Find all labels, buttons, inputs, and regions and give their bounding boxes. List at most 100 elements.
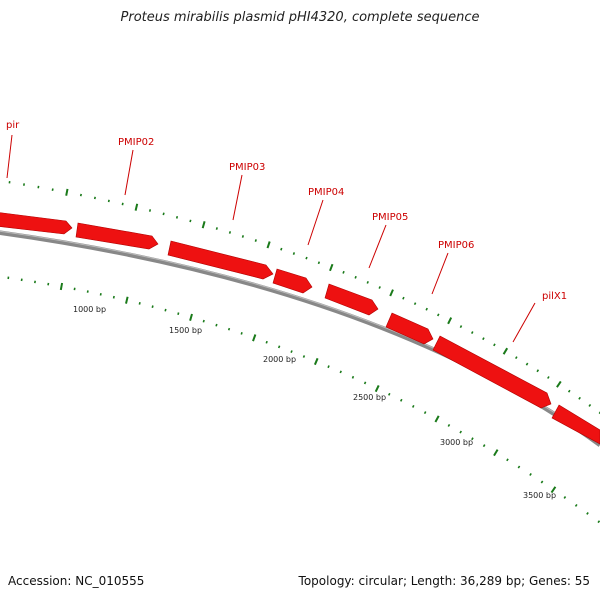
outer-tick <box>107 199 110 203</box>
outer-tick <box>201 221 206 229</box>
gene-label-pmip02: PMIP02 <box>118 137 154 148</box>
bp-label-2500: 2500 bp <box>353 393 386 402</box>
inner-tick <box>240 332 243 335</box>
gene-label-pir: pir <box>6 120 20 131</box>
outer-tick <box>556 380 562 388</box>
gene-arrows <box>0 212 600 445</box>
outer-tick <box>342 270 345 274</box>
inner-tick <box>574 503 578 507</box>
inner-tick <box>99 293 102 296</box>
inner-tick <box>164 308 167 312</box>
outer-tick <box>525 362 529 366</box>
outer-tick <box>567 389 571 393</box>
inner-tick <box>86 290 89 293</box>
outer-tick <box>366 280 369 284</box>
outer-tick <box>162 212 165 216</box>
gene-arrow-pmip04[interactable] <box>272 268 313 294</box>
bp-label-2000: 2000 bp <box>263 355 296 364</box>
inner-tick <box>47 282 50 286</box>
gene-arrow-next[interactable] <box>551 404 600 445</box>
bp-label-3500: 3500 bp <box>523 491 556 500</box>
inner-tick <box>482 444 486 448</box>
inner-tick <box>529 472 532 476</box>
inner-tick <box>517 465 521 469</box>
outer-tick <box>134 203 139 211</box>
inner-tick <box>339 370 342 374</box>
gene-label-pmip03: PMIP03 <box>229 162 265 173</box>
inner-tick <box>227 327 231 331</box>
outer-tick <box>436 313 440 317</box>
outer-tick <box>215 227 218 230</box>
inner-tick <box>138 302 141 305</box>
inner-tick <box>447 424 451 427</box>
gene-arrow-pir[interactable] <box>0 212 73 235</box>
inner-tick <box>471 437 474 441</box>
outer-tick-ring <box>8 180 600 415</box>
outer-tick <box>329 263 334 272</box>
inner-tick <box>313 357 319 366</box>
inner-tick <box>550 486 557 494</box>
inner-tick <box>423 411 427 415</box>
outer-tick <box>305 256 308 260</box>
inner-tick <box>290 350 293 354</box>
inner-tick <box>411 404 415 408</box>
inner-tick <box>506 458 509 462</box>
inner-tick <box>215 323 218 327</box>
inner-tick <box>351 375 355 379</box>
outer-tick <box>493 343 496 347</box>
outer-tick <box>254 239 257 242</box>
gene-arrow-pmip03[interactable] <box>167 240 274 280</box>
inner-tick <box>374 384 380 393</box>
inner-tick <box>277 345 281 349</box>
outer-tick <box>459 325 463 329</box>
outer-tick <box>536 369 540 373</box>
gene-arrow-pmip02[interactable] <box>75 222 159 250</box>
gene-arrow-pmip05[interactable] <box>324 283 379 316</box>
gene-arrow-pmip06[interactable] <box>385 312 434 345</box>
outer-tick <box>79 193 82 197</box>
outer-tick <box>121 202 124 206</box>
gene-label-pmip06: PMIP06 <box>438 240 474 251</box>
inner-tick <box>327 365 330 369</box>
outer-tick <box>241 235 245 238</box>
accession-text: Accession: NC_010555 <box>8 574 145 588</box>
outer-tick <box>578 396 581 400</box>
gene-labels: pir PMIP02 PMIP03 PMIP04 PMIP05 PMIP06 p… <box>6 120 567 302</box>
outer-tick <box>317 261 321 265</box>
inner-tick <box>151 305 154 309</box>
inner-tick <box>540 480 544 484</box>
outer-tick <box>266 241 271 249</box>
outer-tick <box>547 376 550 379</box>
inner-tick <box>112 295 115 299</box>
inner-tick <box>302 355 306 358</box>
outer-tick <box>482 337 485 341</box>
inner-tick <box>59 282 64 291</box>
inner-tick <box>252 334 257 342</box>
outer-tick <box>228 231 232 234</box>
inner-tick <box>189 313 193 321</box>
outer-tick <box>447 317 453 325</box>
inner-tick <box>459 430 462 434</box>
outer-tick <box>354 275 357 279</box>
outer-tick <box>502 347 509 355</box>
inner-tick <box>363 381 367 385</box>
outer-tick <box>280 247 283 251</box>
outer-tick <box>588 403 592 407</box>
inner-tick <box>493 449 499 457</box>
backbone-arc <box>0 230 600 447</box>
bp-label-1000: 1000 bp <box>73 305 106 314</box>
gene-label-pilx1: pilX1 <box>542 291 567 302</box>
inner-tick <box>125 296 129 304</box>
outer-tick <box>148 209 152 212</box>
outer-tick <box>292 252 296 255</box>
map-title: Proteus mirabilis plasmid pHI4320, compl… <box>120 10 480 25</box>
outer-tick <box>65 188 69 196</box>
bp-scale-labels: 1000 bp 1500 bp 2000 bp 2500 bp 3000 bp … <box>73 305 556 500</box>
outer-tick <box>51 188 54 191</box>
gene-arrow-pilx1[interactable] <box>432 335 552 409</box>
outer-tick <box>425 307 428 311</box>
gene-label-pmip05: PMIP05 <box>372 212 408 223</box>
inner-tick <box>597 520 600 524</box>
backbone-arc-highlight <box>0 230 600 444</box>
